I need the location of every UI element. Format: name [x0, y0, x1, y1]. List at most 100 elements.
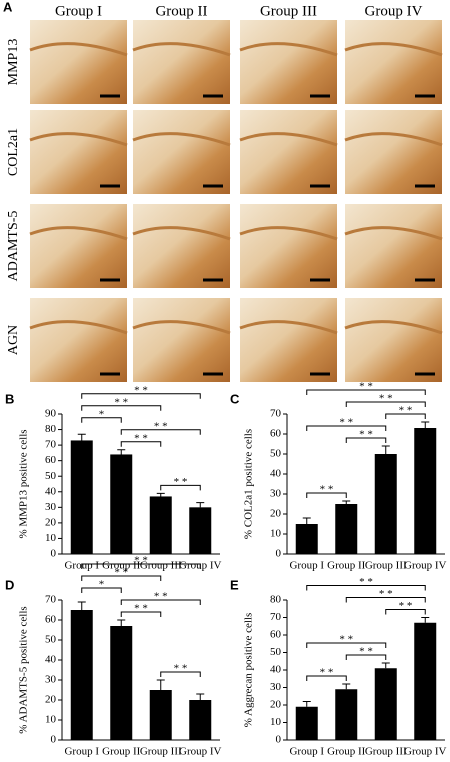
y-tick-label: 80 — [270, 594, 282, 606]
error-bar — [421, 421, 430, 428]
error-bar — [117, 449, 126, 455]
micrograph — [133, 298, 230, 382]
tissue-edge — [344, 42, 443, 57]
micrograph — [345, 298, 442, 382]
error-bar — [196, 502, 205, 508]
significance-bracket — [306, 675, 347, 681]
tissue-edge — [132, 132, 231, 147]
significance-label: * — [99, 579, 105, 591]
significance-bracket — [120, 441, 162, 447]
bar — [189, 700, 212, 740]
panel-label: A — [3, 0, 13, 14]
y-tick-label: 50 — [45, 634, 57, 646]
y-tick-label: 70 — [270, 611, 282, 623]
significance-bracket — [385, 413, 426, 419]
significance-bracket — [81, 563, 201, 569]
significance-label: * * — [320, 667, 334, 679]
micrograph — [345, 110, 442, 194]
significance-bracket — [81, 393, 201, 399]
y-tick-label: 30 — [270, 681, 282, 693]
y-tick-label: 40 — [45, 485, 57, 497]
x-tick-label: Group III — [140, 560, 182, 572]
bar — [189, 507, 212, 554]
y-tick-label: 10 — [45, 714, 57, 726]
micrograph — [240, 298, 337, 382]
significance-label: * * — [134, 555, 148, 567]
bar — [295, 706, 318, 740]
error-bar — [302, 701, 311, 707]
y-tick-label: 50 — [45, 470, 57, 482]
y-tick-label: 50 — [270, 646, 282, 658]
significance-label: * * — [154, 420, 168, 432]
micrograph — [133, 20, 230, 104]
significance-bracket — [345, 654, 387, 660]
significance-label: * * — [114, 396, 128, 408]
column-header: Group I — [55, 3, 102, 19]
significance-label: * * — [359, 429, 373, 441]
y-axis-label: % COL2a1 positive cells — [243, 429, 255, 539]
y-tick-label: 70 — [45, 594, 57, 606]
tissue-edge — [29, 226, 128, 241]
bar — [110, 454, 133, 554]
significance-bracket — [306, 585, 426, 591]
significance-label: * * — [134, 432, 148, 444]
bar — [374, 454, 397, 554]
significance-bracket — [160, 671, 201, 677]
micrograph — [240, 20, 337, 104]
error-bar — [77, 433, 86, 441]
significance-label: * * — [320, 484, 334, 496]
tissue-edge — [132, 42, 231, 57]
significance-bracket — [306, 492, 347, 498]
y-tick-label: 40 — [45, 654, 57, 666]
x-tick-label: Group III — [365, 560, 407, 572]
tissue-edge — [344, 320, 443, 335]
y-tick-label: 30 — [45, 501, 57, 513]
bar — [70, 440, 93, 554]
bar — [70, 610, 93, 740]
error-bar — [342, 500, 351, 504]
y-tick-label: 10 — [270, 528, 282, 540]
y-tick-label: 10 — [45, 532, 57, 544]
micrograph — [30, 298, 127, 382]
y-axis-label: % Aggrecan positive cells — [243, 613, 255, 728]
micrograph — [30, 110, 127, 194]
tissue-edge — [239, 320, 338, 335]
row-label: MMP13 — [6, 39, 21, 86]
significance-label: * * — [134, 384, 148, 396]
micrograph — [30, 20, 127, 104]
significance-bracket — [120, 611, 162, 617]
tissue-edge — [132, 226, 231, 241]
tissue-edge — [132, 320, 231, 335]
x-tick-label: Group III — [140, 746, 182, 758]
tissue-edge — [239, 132, 338, 147]
y-tick-label: 80 — [45, 423, 57, 435]
micrograph — [133, 204, 230, 288]
bar — [149, 690, 172, 740]
panel-label: C — [230, 391, 240, 406]
y-tick-label: 70 — [45, 439, 57, 451]
significance-label: * — [99, 408, 105, 420]
y-tick-label: 60 — [45, 454, 57, 466]
y-tick-label: 20 — [270, 699, 282, 711]
y-tick-label: 30 — [45, 674, 57, 686]
column-header: Group III — [260, 3, 317, 19]
x-tick-label: Group II — [327, 560, 366, 572]
bar — [335, 689, 358, 740]
significance-bracket — [120, 599, 201, 605]
micrograph — [345, 204, 442, 288]
y-tick-label: 30 — [270, 488, 282, 500]
tissue-edge — [29, 132, 128, 147]
y-tick-label: 0 — [276, 734, 282, 746]
panel-label: D — [5, 577, 14, 592]
bar — [110, 626, 133, 740]
y-tick-label: 10 — [270, 716, 282, 728]
x-tick-label: Group IV — [179, 746, 222, 758]
y-tick-label: 50 — [270, 448, 282, 460]
x-tick-label: Group I — [289, 560, 324, 572]
y-tick-label: 0 — [51, 548, 57, 560]
y-axis-label: % ADAMTS-5 positive cells — [18, 606, 30, 733]
significance-label: * * — [114, 567, 128, 579]
significance-label: * * — [359, 381, 373, 393]
significance-bracket — [81, 575, 162, 581]
